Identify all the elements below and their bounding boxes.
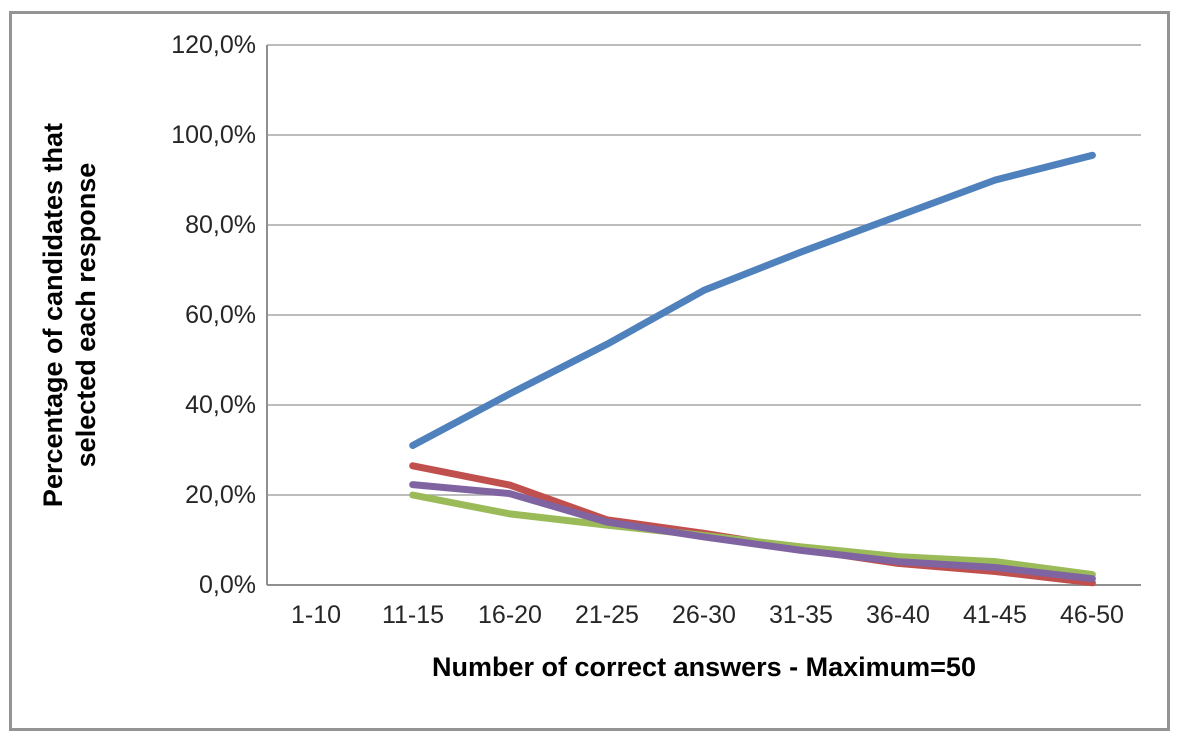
x-tick-label: 46-50	[1060, 601, 1124, 629]
y-tick-label: 0,0%	[199, 571, 256, 599]
figure-border	[9, 11, 1170, 731]
y-tick-label: 20,0%	[185, 481, 256, 509]
y-axis-title-line-1: Percentage of candidates that	[38, 122, 68, 508]
y-tick-label: 80,0%	[185, 211, 256, 239]
x-tick-label: 16-20	[478, 601, 542, 629]
purple-falling-series-line	[409, 481, 1096, 583]
y-tick-label: 100,0%	[171, 121, 256, 149]
x-tick-label: 1-10	[290, 601, 342, 629]
y-tick-label: 60,0%	[185, 301, 256, 329]
x-tick-label: 21-25	[575, 601, 639, 629]
x-tick-label: 31-35	[769, 601, 833, 629]
y-axis-title-line-2: selected each response	[71, 162, 101, 468]
green-falling-series-line	[409, 491, 1096, 579]
y-tick-label: 120,0%	[171, 31, 256, 59]
x-axis-title: Number of correct answers - Maximum=50	[432, 652, 976, 682]
x-tick-label: 26-30	[672, 601, 736, 629]
y-axis-title: Percentage of candidates that selected e…	[37, 45, 113, 585]
blue-rising-series-line	[409, 151, 1096, 449]
y-tick-label: 40,0%	[185, 391, 256, 419]
x-tick-label: 11-15	[381, 601, 445, 629]
x-tick-label: 36-40	[866, 601, 930, 629]
x-tick-label: 41-45	[963, 601, 1027, 629]
